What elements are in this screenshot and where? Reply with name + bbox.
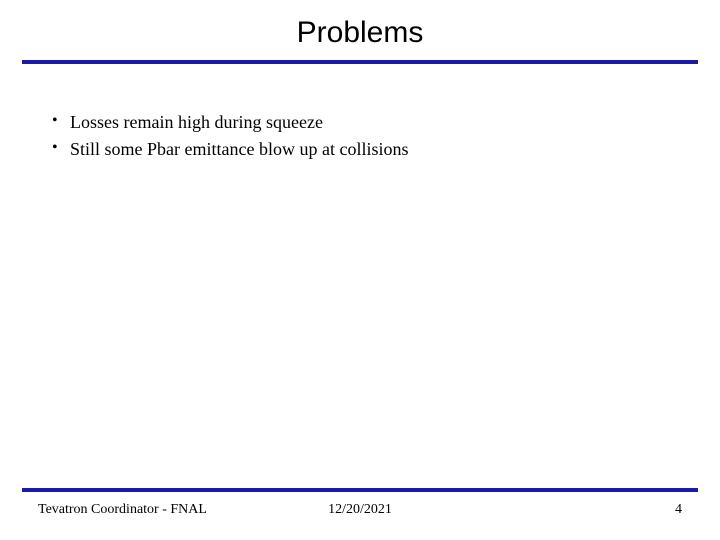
footer-author: Tevatron Coordinator - FNAL [38, 502, 253, 518]
slide-body: Losses remain high during squeeze Still … [0, 64, 720, 162]
slide: Problems Losses remain high during squee… [0, 0, 720, 540]
slide-title: Problems [0, 0, 720, 60]
list-item: Losses remain high during squeeze [46, 110, 674, 135]
footer: Tevatron Coordinator - FNAL 12/20/2021 4 [0, 502, 720, 518]
footer-page-number: 4 [467, 502, 682, 518]
bullet-list: Losses remain high during squeeze Still … [46, 110, 674, 162]
footer-date: 12/20/2021 [253, 502, 468, 518]
list-item: Still some Pbar emittance blow up at col… [46, 137, 674, 162]
footer-rule [22, 488, 698, 492]
footer-container: Tevatron Coordinator - FNAL 12/20/2021 4 [0, 488, 720, 518]
